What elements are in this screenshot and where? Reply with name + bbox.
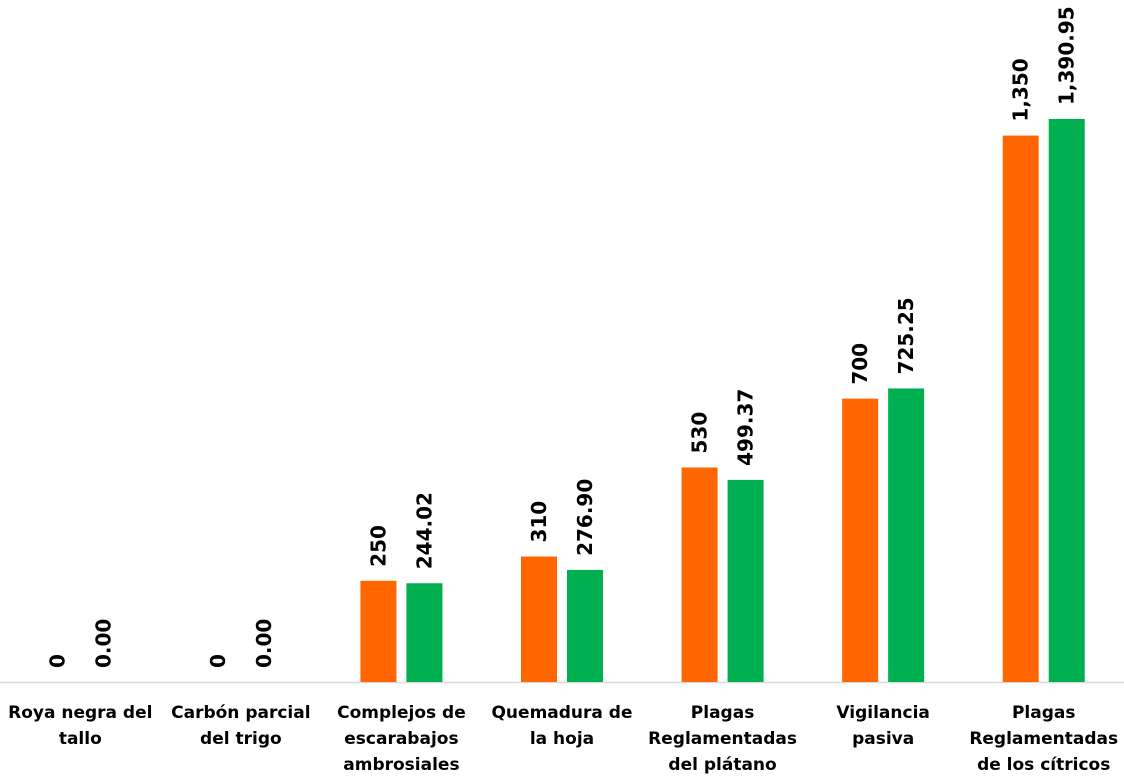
bar-series2-cat7 bbox=[1048, 119, 1085, 682]
bar-series2-cat5 bbox=[727, 479, 764, 682]
value-label-series2-cat1: 0.00 bbox=[91, 619, 115, 668]
value-label-series1-cat4: 310 bbox=[527, 501, 551, 543]
value-label-series2-cat6: 725.25 bbox=[894, 297, 918, 374]
category-label-2-line2: del trigo bbox=[200, 729, 282, 749]
category-label-1-line1: Roya negra del bbox=[8, 703, 152, 723]
category-label-2-line1: Carbón parcial bbox=[171, 703, 310, 723]
category-label-6-line2: pasiva bbox=[852, 729, 914, 749]
bar-series1-cat7 bbox=[1002, 135, 1039, 682]
value-label-group: 0 0.00 0 0.00 250 244.02 310 276.90 530 499.37 700… bbox=[45, 6, 1078, 668]
bar-group bbox=[360, 119, 1085, 682]
category-label-7-line1: Plagas bbox=[1012, 703, 1076, 723]
category-label-1-line2: tallo bbox=[59, 729, 102, 749]
bar-series1-cat6 bbox=[842, 398, 879, 682]
value-label-series1-cat6: 700 bbox=[848, 343, 872, 385]
bar-series1-cat4 bbox=[521, 556, 557, 682]
bar-series1-cat5 bbox=[681, 467, 718, 682]
category-label-4-line1: Quemadura de bbox=[491, 703, 632, 723]
value-label-series1-cat2: 0 bbox=[206, 654, 230, 668]
bar-series2-cat4 bbox=[567, 569, 603, 682]
category-label-6-line1: Vigilancia bbox=[836, 703, 929, 723]
value-label-series1-cat3: 250 bbox=[366, 525, 390, 567]
category-label-5-line2: Reglamentadas bbox=[648, 729, 797, 749]
value-label-series2-cat5: 499.37 bbox=[734, 389, 758, 466]
category-label-5-line1: Plagas bbox=[691, 703, 755, 723]
value-label-series2-cat7: 1,390.95 bbox=[1055, 6, 1079, 105]
value-label-series2-cat2: 0.00 bbox=[252, 619, 276, 668]
category-label-3-line3: ambrosiales bbox=[343, 755, 459, 775]
category-label-7-line2: Reglamentadas bbox=[969, 729, 1118, 749]
category-label-group: Roya negra del tallo Carbón parcial del tri… bbox=[8, 703, 1118, 775]
value-label-series1-cat7: 1,350 bbox=[1009, 58, 1033, 121]
category-label-3-line1: Complejos de bbox=[337, 703, 466, 723]
value-label-series2-cat3: 244.02 bbox=[412, 492, 436, 569]
bar-series1-cat3 bbox=[360, 580, 397, 682]
value-label-series2-cat4: 276.90 bbox=[573, 479, 597, 556]
bar-series2-cat6 bbox=[888, 388, 925, 682]
value-label-series1-cat5: 530 bbox=[688, 412, 712, 454]
category-label-7-line3: de los cítricos bbox=[977, 755, 1110, 775]
category-label-3-line2: escarabajos bbox=[344, 729, 458, 749]
category-label-4-line2: la hoja bbox=[530, 729, 594, 749]
value-label-series1-cat1: 0 bbox=[45, 654, 69, 668]
bar-series2-cat3 bbox=[406, 583, 443, 682]
category-label-5-line3: del plátano bbox=[668, 755, 776, 775]
